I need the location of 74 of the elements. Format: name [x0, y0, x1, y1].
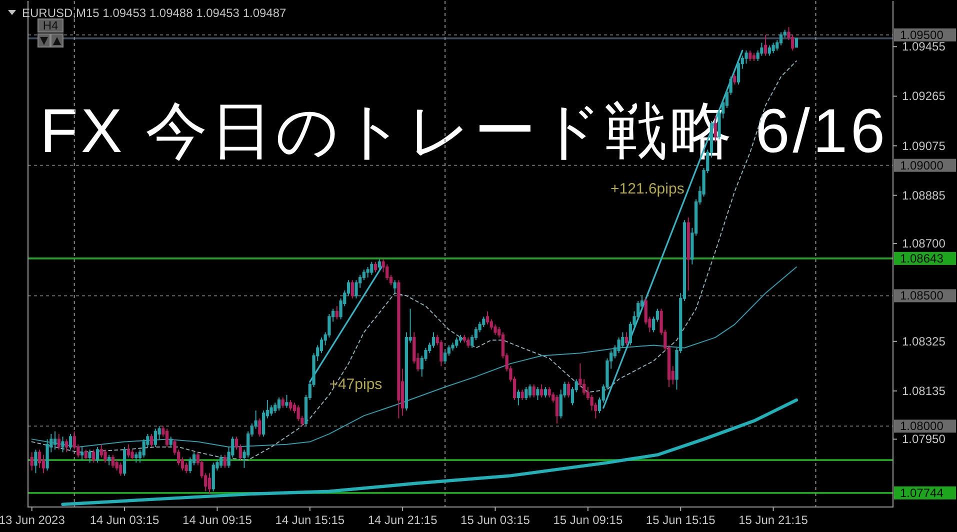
candlestick: [686, 216, 690, 292]
candlestick: [540, 384, 544, 398]
candlestick: [516, 389, 520, 406]
candlestick: [768, 44, 771, 56]
candlestick: [752, 52, 756, 62]
annotation: +121.6pips: [610, 180, 684, 198]
candlestick: [524, 386, 528, 401]
candlestick: [536, 386, 540, 401]
candlestick: [378, 258, 381, 270]
candlestick: [285, 394, 288, 408]
candlestick: [258, 418, 262, 438]
y-tick-label: 1.09075: [902, 138, 946, 153]
y-tick-label: 1.08885: [902, 188, 946, 202]
candlestick: [208, 472, 212, 494]
candlestick: [150, 433, 154, 448]
candlestick: [65, 438, 68, 453]
candlestick: [544, 386, 548, 398]
y-tick-label: 1.07950: [902, 432, 946, 446]
x-tick-label: 14 Jun 15:15: [275, 513, 345, 527]
candlestick: [555, 394, 559, 424]
x-tick-label: 15 Jun 03:15: [460, 513, 530, 527]
candlestick: [624, 332, 628, 346]
ref-line-label: 1.07744: [900, 486, 944, 500]
candlestick: [119, 462, 122, 476]
candlestick: [111, 454, 115, 468]
candlestick: [455, 336, 458, 348]
candlestick: [520, 389, 524, 401]
y-tick-label: 1.09455: [902, 40, 946, 54]
candlestick: [733, 74, 736, 85]
x-tick-label: 15 Jun 09:15: [553, 513, 623, 527]
candlestick: [57, 433, 60, 450]
candlestick: [223, 454, 226, 468]
y-tick-label: 1.08700: [902, 236, 946, 251]
candlestick: [134, 452, 138, 464]
x-tick-label: 13 Jun 2023: [0, 513, 66, 527]
candlestick: [370, 261, 374, 276]
x-tick-label: 15 Jun 21:15: [738, 513, 808, 527]
candlestick: [567, 381, 570, 398]
candlestick: [466, 336, 470, 348]
ref-line-label: 1.08000: [900, 419, 944, 434]
candlestick: [30, 452, 34, 471]
candlestick: [764, 34, 768, 56]
ref-line-label: 1.09000: [900, 158, 944, 172]
annotation: H4: [42, 18, 58, 32]
candlestick: [374, 261, 378, 273]
candlestick: [532, 384, 536, 398]
candlestick: [528, 384, 532, 398]
ref-line-label: 1.08643: [900, 251, 944, 266]
candlestick: [220, 454, 223, 468]
candlestick: [397, 280, 400, 419]
candlestick: [772, 42, 775, 54]
candlestick: [393, 280, 396, 294]
y-tick-label: 1.08325: [902, 334, 946, 348]
candlestick: [335, 306, 338, 320]
candlestick: [108, 454, 111, 466]
candlestick: [92, 449, 96, 464]
candlestick: [34, 449, 38, 474]
candlestick: [126, 444, 130, 458]
candlestick: [289, 400, 292, 411]
x-tick-label: 15 Jun 15:15: [646, 513, 716, 527]
y-tick-label: 1.09265: [902, 89, 946, 104]
ref-line-label: 1.08500: [900, 288, 944, 303]
x-tick-label: 14 Jun 21:15: [368, 513, 438, 527]
x-tick-label: 14 Jun 09:15: [182, 513, 252, 527]
candlestick: [88, 449, 92, 464]
candlestick: [277, 396, 281, 411]
candlestick: [281, 396, 284, 408]
candlestick: [84, 449, 88, 461]
y-tick-label: 1.08135: [902, 384, 946, 398]
candlestick: [748, 50, 752, 62]
line-series: [61, 398, 798, 506]
ref-line-label: 1.09500: [900, 28, 944, 42]
x-tick-label: 14 Jun 03:15: [90, 513, 160, 527]
annotation: +47pips: [329, 376, 382, 393]
